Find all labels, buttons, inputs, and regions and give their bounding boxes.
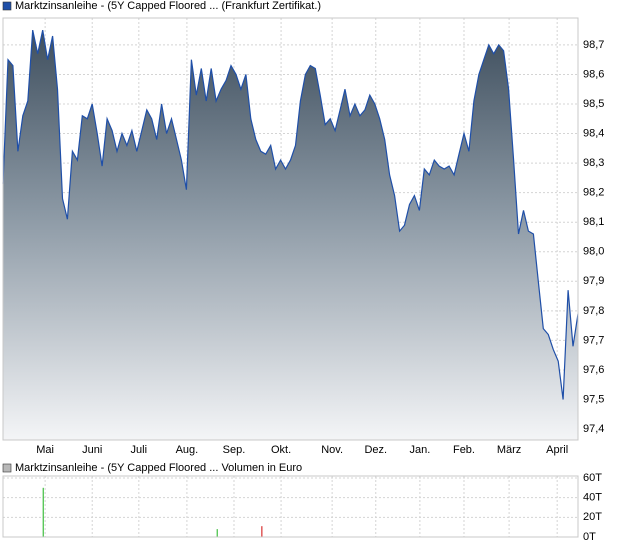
x-tick-label: Dez. bbox=[364, 444, 387, 456]
x-tick-label: April bbox=[546, 444, 568, 456]
area-fill bbox=[3, 30, 578, 440]
legend-swatch bbox=[2, 1, 12, 11]
y-tick-label: 98,6 bbox=[583, 68, 604, 80]
y-tick-label: 98,2 bbox=[583, 187, 604, 199]
y-tick-label: 0T bbox=[583, 531, 596, 543]
legend-swatch bbox=[2, 463, 12, 473]
y-tick-label: 98,1 bbox=[583, 216, 604, 228]
y-tick-label: 98,3 bbox=[583, 157, 604, 169]
legend-label: Marktzinsanleihe - (5Y Capped Floored ..… bbox=[15, 462, 302, 474]
x-tick-label: Aug. bbox=[176, 444, 199, 456]
y-tick-label: 20T bbox=[583, 511, 602, 523]
volume-bar bbox=[261, 526, 263, 537]
volume-bar bbox=[42, 487, 44, 537]
y-tick-label: 40T bbox=[583, 492, 602, 504]
y-tick-label: 98,7 bbox=[583, 39, 604, 51]
y-tick-label: 97,4 bbox=[583, 423, 604, 435]
plot-frame bbox=[2, 17, 579, 441]
y-tick-label: 98,4 bbox=[583, 127, 604, 139]
x-tick-label: Feb. bbox=[453, 444, 475, 456]
plot-frame bbox=[2, 475, 579, 538]
y-tick-label: 98,5 bbox=[583, 98, 604, 110]
y-tick-label: 97,6 bbox=[583, 364, 604, 376]
y-tick-label: 97,7 bbox=[583, 334, 604, 346]
y-tick-label: 97,9 bbox=[583, 275, 604, 287]
price-line bbox=[2, 29, 579, 400]
x-tick-label: Mai bbox=[36, 444, 54, 456]
x-tick-label: Sep. bbox=[223, 444, 246, 456]
x-tick-label: Nov. bbox=[321, 444, 343, 456]
x-tick-label: Juni bbox=[82, 444, 102, 456]
y-tick-label: 97,5 bbox=[583, 393, 604, 405]
volume-bar bbox=[216, 529, 218, 537]
y-tick-label: 60T bbox=[583, 472, 602, 484]
legend-label: Marktzinsanleihe - (5Y Capped Floored ..… bbox=[15, 0, 321, 12]
x-tick-label: Okt. bbox=[271, 444, 291, 456]
y-tick-label: 98,0 bbox=[583, 246, 604, 258]
x-tick-label: März bbox=[497, 444, 521, 456]
x-tick-label: Juli bbox=[131, 444, 148, 456]
x-tick-label: Jan. bbox=[409, 444, 430, 456]
y-tick-label: 97,8 bbox=[583, 305, 604, 317]
